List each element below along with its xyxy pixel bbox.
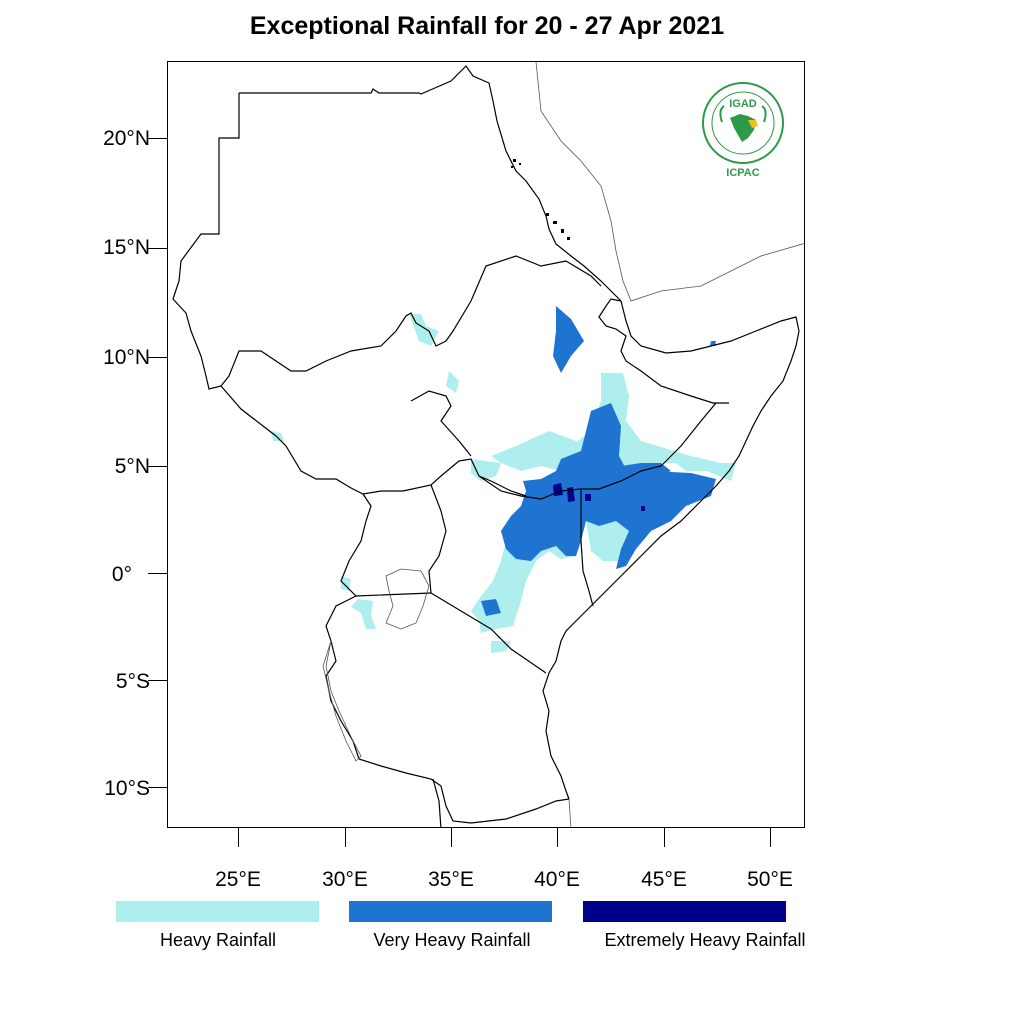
lon-label-40e: 40°E — [534, 868, 580, 891]
lon-label-25e: 25°E — [215, 868, 261, 891]
logo-top-text: IGAD — [729, 98, 757, 110]
legend-label-heavy: Heavy Rainfall — [159, 930, 277, 950]
lat-label-5n: 5°N — [114, 455, 150, 478]
lon-tick — [345, 828, 346, 847]
lat-tick — [148, 357, 167, 358]
legend-swatch-very-heavy — [349, 901, 552, 922]
lat-tick — [148, 680, 167, 681]
legend-swatch-extremely-heavy — [583, 901, 786, 922]
lat-tick — [148, 466, 167, 467]
lat-tick — [148, 573, 167, 574]
lat-label-5s: 5°S — [115, 670, 150, 693]
lon-label-35e: 35°E — [428, 868, 474, 891]
lon-label-50e: 50°E — [747, 868, 793, 891]
map-area — [167, 61, 805, 828]
map-svg — [172, 62, 804, 827]
lat-label-15n: 15°N — [103, 236, 150, 259]
logo-bottom-text: ICPAC — [726, 167, 760, 179]
legend-label-extremely-heavy: Extremely Heavy Rainfall — [604, 930, 806, 950]
lat-tick — [148, 138, 167, 139]
lon-tick — [238, 828, 239, 847]
lon-label-45e: 45°E — [641, 868, 687, 891]
igad-icpac-logo: IGAD ICPAC — [700, 80, 786, 190]
lon-tick — [557, 828, 558, 847]
lat-tick — [148, 787, 167, 788]
lon-tick — [451, 828, 452, 847]
lat-label-0: 0° — [111, 563, 132, 586]
legend-label-very-heavy: Very Heavy Rainfall — [373, 930, 531, 950]
lon-tick — [664, 828, 665, 847]
lat-label-20n: 20°N — [103, 127, 150, 150]
lat-label-10n: 10°N — [103, 346, 150, 369]
lakes-and-thin-lines — [322, 62, 804, 827]
red-sea-islands — [511, 159, 570, 240]
legend-swatch-heavy — [116, 901, 319, 922]
map-title: Exceptional Rainfall for 20 - 27 Apr 202… — [249, 12, 725, 40]
lon-label-30e: 30°E — [322, 868, 368, 891]
lat-tick — [148, 248, 167, 249]
lat-label-10s: 10°S — [104, 777, 150, 800]
logo-emblem-icon — [702, 82, 784, 164]
country-borders — [172, 65, 800, 827]
lon-tick — [770, 828, 771, 847]
